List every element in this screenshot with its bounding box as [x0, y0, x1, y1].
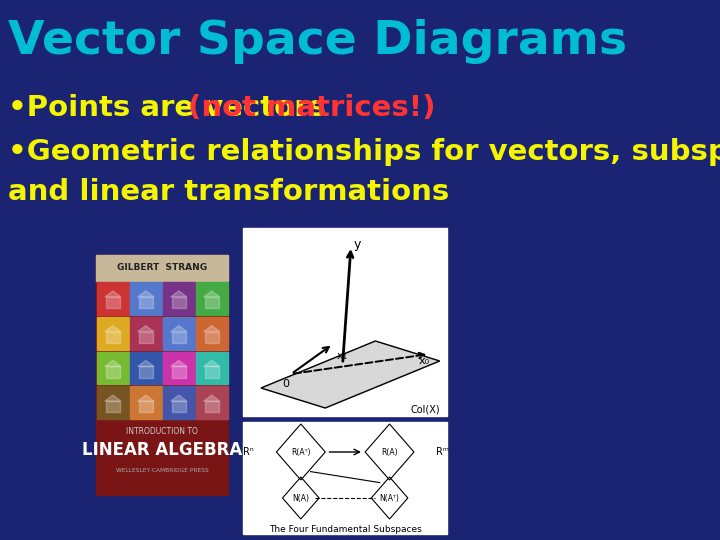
Text: x₀: x₀: [418, 356, 430, 366]
Bar: [106, 332, 120, 343]
Bar: [163, 352, 194, 384]
Text: y: y: [354, 238, 361, 251]
Polygon shape: [171, 360, 187, 367]
Bar: [106, 367, 120, 377]
Text: WELLESLEY·CAMBRIDGE PRESS: WELLESLEY·CAMBRIDGE PRESS: [116, 468, 209, 472]
Polygon shape: [204, 360, 220, 367]
Text: Col(X): Col(X): [410, 404, 440, 414]
Polygon shape: [104, 395, 121, 401]
Bar: [130, 352, 162, 384]
Polygon shape: [204, 291, 220, 297]
Text: and linear transformations: and linear transformations: [8, 178, 449, 206]
Text: R(Aᵀ): R(Aᵀ): [291, 448, 310, 456]
Text: •Geometric relationships for vectors, subspaces,: •Geometric relationships for vectors, su…: [8, 138, 720, 166]
Bar: [196, 352, 228, 384]
Bar: [196, 282, 228, 315]
Polygon shape: [138, 360, 154, 367]
Polygon shape: [204, 395, 220, 401]
Text: Rᵐ: Rᵐ: [436, 447, 449, 457]
Bar: [139, 401, 153, 413]
Bar: [163, 317, 194, 349]
Bar: [97, 352, 129, 384]
Bar: [172, 332, 186, 343]
Text: R(A): R(A): [381, 448, 398, 456]
Polygon shape: [138, 395, 154, 401]
Polygon shape: [261, 341, 440, 408]
Bar: [96, 255, 228, 495]
Polygon shape: [104, 291, 121, 297]
Bar: [97, 317, 129, 349]
Bar: [163, 386, 194, 419]
Bar: [196, 386, 228, 419]
Text: Vector Space Diagrams: Vector Space Diagrams: [8, 19, 627, 64]
Text: GILBERT  STRANG: GILBERT STRANG: [117, 264, 207, 273]
Text: N(Aᵀ): N(Aᵀ): [379, 494, 400, 503]
Bar: [243, 422, 447, 534]
Bar: [139, 297, 153, 308]
Polygon shape: [104, 326, 121, 332]
Bar: [172, 401, 186, 413]
Bar: [139, 367, 153, 377]
Polygon shape: [204, 326, 220, 332]
Text: Rⁿ: Rⁿ: [243, 447, 253, 457]
Text: (not matrices!): (not matrices!): [189, 94, 436, 122]
Bar: [106, 401, 120, 413]
Text: x₁: x₁: [336, 351, 347, 361]
Bar: [172, 367, 186, 377]
Text: •Points are vectors: •Points are vectors: [8, 94, 336, 122]
Bar: [130, 282, 162, 315]
Bar: [97, 386, 129, 419]
Polygon shape: [171, 326, 187, 332]
Polygon shape: [138, 326, 154, 332]
Bar: [130, 386, 162, 419]
Bar: [139, 332, 153, 343]
Bar: [196, 317, 228, 349]
Bar: [97, 282, 129, 315]
Polygon shape: [104, 360, 121, 367]
Bar: [172, 297, 186, 308]
Text: N(A): N(A): [292, 494, 310, 503]
Bar: [243, 228, 447, 416]
Text: 0: 0: [282, 379, 289, 389]
Text: LINEAR ALGEBRA: LINEAR ALGEBRA: [82, 441, 243, 459]
Text: The Four Fundamental Subspaces: The Four Fundamental Subspaces: [269, 525, 422, 535]
Text: INTRODUCTION TO: INTRODUCTION TO: [127, 428, 198, 436]
Bar: [163, 282, 194, 315]
Bar: [204, 332, 219, 343]
Bar: [204, 367, 219, 377]
Bar: [96, 255, 228, 281]
Bar: [204, 297, 219, 308]
Bar: [204, 401, 219, 413]
Polygon shape: [138, 291, 154, 297]
Polygon shape: [171, 291, 187, 297]
Polygon shape: [171, 395, 187, 401]
Bar: [130, 317, 162, 349]
Bar: [106, 297, 120, 308]
